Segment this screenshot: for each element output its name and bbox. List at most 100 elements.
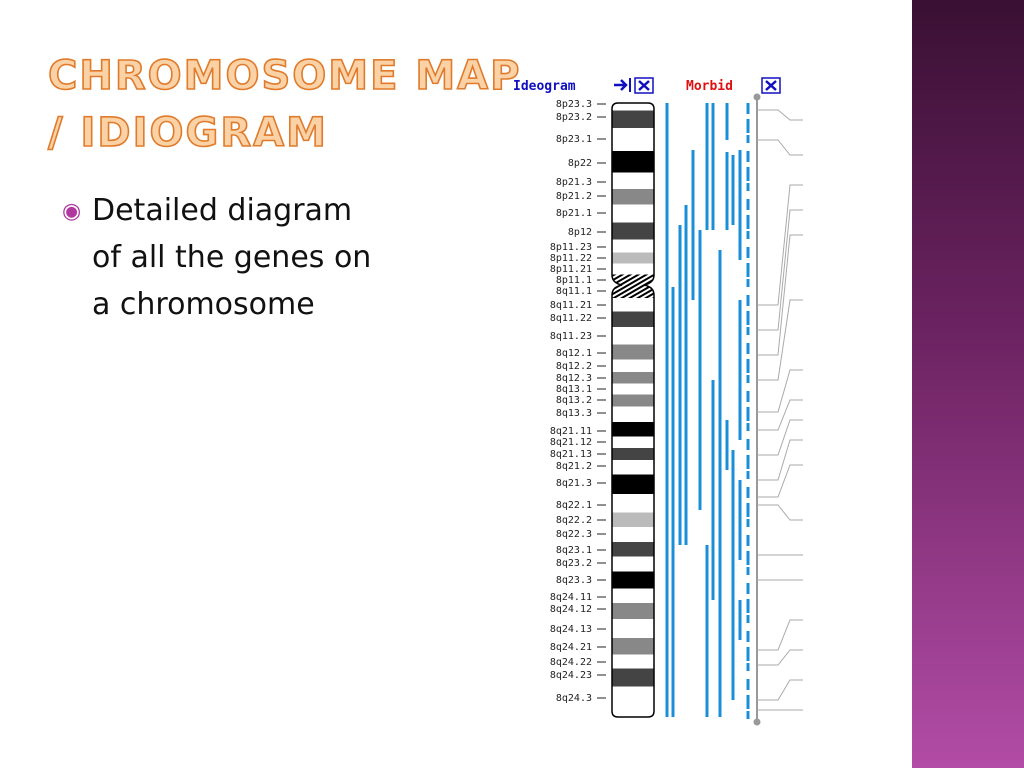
- band-label: 8q13.2: [556, 395, 592, 406]
- band: [612, 274, 654, 286]
- connector: [757, 109, 803, 121]
- bullet-icon: ◉: [62, 198, 82, 223]
- connector: [757, 464, 803, 498]
- connector: [757, 139, 803, 156]
- band-label: 8q24.21: [550, 642, 592, 653]
- band-label: 8p21.3: [556, 177, 592, 188]
- band: [612, 556, 654, 572]
- band-label: 8p23.1: [556, 134, 592, 145]
- band-label: 8q13.3: [556, 408, 592, 419]
- band: [612, 638, 654, 655]
- connector: [757, 299, 803, 381]
- band: [612, 654, 654, 669]
- band-label: 8q24.22: [550, 657, 592, 668]
- band-label: 8p11.1: [556, 275, 592, 286]
- close-icon: [761, 77, 781, 94]
- band-label: 8q22.2: [556, 515, 592, 526]
- band: [612, 571, 654, 589]
- band: [612, 189, 654, 205]
- band-label: 8q13.1: [556, 384, 592, 395]
- band-label: 8q21.2: [556, 461, 592, 472]
- chromosome-outline: [611, 102, 655, 718]
- connector: [757, 679, 803, 701]
- connector: [757, 209, 803, 331]
- band: [612, 263, 654, 275]
- close-icon: [765, 80, 777, 91]
- band-label: 8q23.1: [556, 545, 592, 556]
- band: [612, 527, 654, 542]
- band: [612, 110, 654, 128]
- band-label: 8q11.1: [556, 286, 592, 297]
- morbid-header: Morbid: [686, 79, 733, 94]
- band: [612, 128, 654, 151]
- bullet-text: Detailed diagram: [92, 193, 353, 228]
- band: [612, 603, 654, 619]
- connector: [757, 399, 803, 431]
- band-label: 8p22: [568, 158, 592, 169]
- connector: [757, 439, 803, 481]
- band-label: 8q24.23: [550, 670, 592, 681]
- connector: [757, 234, 803, 356]
- band-label: 8p11.21: [550, 264, 592, 275]
- connector: [757, 649, 803, 666]
- band-label: 8p23.3: [556, 99, 592, 110]
- band-label: 8q12.2: [556, 361, 592, 372]
- side-strip: [912, 0, 1024, 768]
- band-label: 8q21.3: [556, 478, 592, 489]
- band-label: 8q23.3: [556, 575, 592, 586]
- band-label: 8q24.12: [550, 604, 592, 615]
- arrow-icon: [614, 79, 628, 91]
- connector: [757, 369, 803, 413]
- connector: [757, 619, 803, 651]
- band: [612, 394, 654, 407]
- connector: [757, 184, 803, 306]
- band-label: 8q24.13: [550, 624, 592, 635]
- connector: [757, 419, 803, 456]
- band: [612, 494, 654, 513]
- band-label: 8q21.11: [550, 426, 592, 437]
- connector: [757, 504, 803, 521]
- axis-dot: [753, 93, 761, 101]
- band: [612, 686, 654, 717]
- title-line: / IDIOGRAM: [47, 110, 328, 156]
- axis-dot: [753, 718, 761, 726]
- chromosome: [612, 103, 654, 717]
- band: [612, 285, 654, 298]
- band-label: 8q11.23: [550, 331, 592, 342]
- band: [612, 327, 654, 345]
- band: [612, 406, 654, 422]
- band: [612, 474, 654, 494]
- band: [612, 422, 654, 437]
- close-icon: [638, 80, 650, 91]
- band: [612, 298, 654, 312]
- band: [612, 619, 654, 638]
- band-label: 8p11.23: [550, 242, 592, 253]
- band-label: 8q22.1: [556, 500, 592, 511]
- band-label: 8q12.3: [556, 373, 592, 384]
- band: [612, 344, 654, 360]
- bullet-text: a chromosome: [92, 287, 315, 322]
- band: [612, 512, 654, 527]
- band: [612, 239, 654, 253]
- band: [612, 151, 654, 173]
- band: [612, 448, 654, 460]
- band-label: 8q23.2: [556, 558, 592, 569]
- band: [612, 204, 654, 223]
- band: [612, 372, 654, 384]
- band: [612, 252, 654, 264]
- band-label: 8q21.12: [550, 437, 592, 448]
- band: [612, 311, 654, 327]
- band: [612, 103, 654, 111]
- band: [612, 436, 654, 448]
- band: [612, 172, 654, 189]
- band: [612, 588, 654, 603]
- band-label: 8q11.22: [550, 313, 592, 324]
- band: [612, 222, 654, 240]
- band-label: 8q24.11: [550, 592, 592, 603]
- title-line: CHROMOSOME MAP: [47, 53, 522, 99]
- band: [612, 460, 654, 475]
- band-label: 8q12.1: [556, 348, 592, 359]
- band-label: 8p21.1: [556, 208, 592, 219]
